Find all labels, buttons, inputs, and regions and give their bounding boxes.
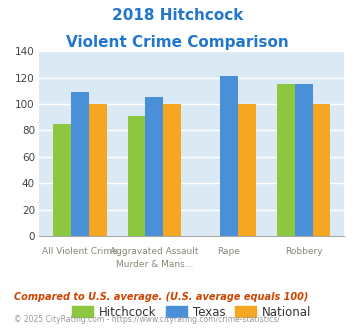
Text: Rape: Rape <box>218 247 240 256</box>
Bar <box>238 104 256 236</box>
Legend: Hitchcock, Texas, National: Hitchcock, Texas, National <box>67 301 316 323</box>
Bar <box>146 97 163 236</box>
Text: All Violent Crime: All Violent Crime <box>42 247 118 256</box>
Text: Aggravated Assault: Aggravated Assault <box>110 247 199 256</box>
Text: 2018 Hitchcock: 2018 Hitchcock <box>112 8 243 23</box>
Bar <box>53 124 71 236</box>
Text: Compared to U.S. average. (U.S. average equals 100): Compared to U.S. average. (U.S. average … <box>14 292 308 302</box>
Text: Robbery: Robbery <box>285 247 322 256</box>
Text: Violent Crime Comparison: Violent Crime Comparison <box>66 35 289 50</box>
Bar <box>277 84 295 236</box>
Bar <box>220 76 238 236</box>
Text: Murder & Mans...: Murder & Mans... <box>116 260 193 269</box>
Text: © 2025 CityRating.com - https://www.cityrating.com/crime-statistics/: © 2025 CityRating.com - https://www.city… <box>14 315 280 324</box>
Bar <box>127 116 146 236</box>
Bar <box>163 104 181 236</box>
Bar <box>71 92 89 236</box>
Bar <box>312 104 331 236</box>
Bar <box>89 104 106 236</box>
Bar <box>295 84 312 236</box>
